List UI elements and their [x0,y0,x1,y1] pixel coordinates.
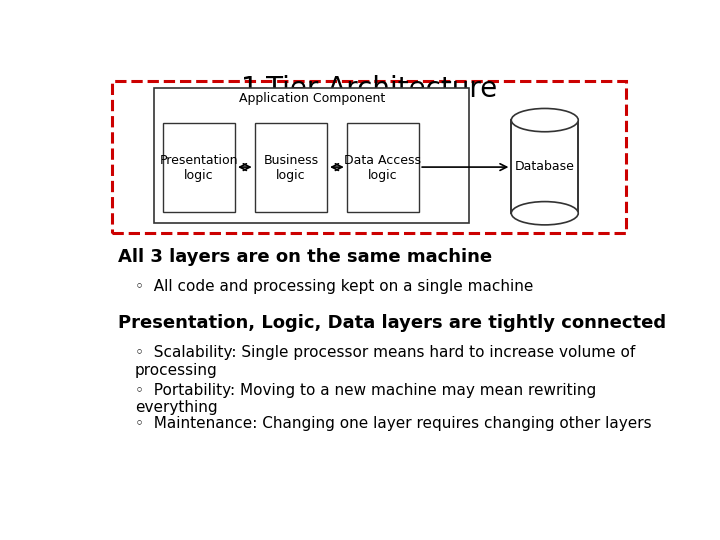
FancyBboxPatch shape [255,123,327,212]
Bar [511,120,578,213]
Text: Application Component: Application Component [238,92,385,105]
Text: Data Access
logic: Data Access logic [344,154,421,182]
Text: Presentation, Logic, Data layers are tightly connected: Presentation, Logic, Data layers are tig… [118,314,666,332]
Text: Business
logic: Business logic [264,154,318,182]
Text: ◦  All code and processing kept on a single machine: ◦ All code and processing kept on a sing… [135,279,533,294]
Text: ◦  Maintenance: Changing one layer requires changing other layers: ◦ Maintenance: Changing one layer requir… [135,416,652,431]
Text: ◦  Portability: Moving to a new machine may mean rewriting
everything: ◦ Portability: Moving to a new machine m… [135,383,596,415]
Ellipse shape [511,201,578,225]
Text: 1-Tier Architecture: 1-Tier Architecture [241,75,497,103]
Text: Presentation
logic: Presentation logic [160,154,238,182]
FancyBboxPatch shape [154,87,469,223]
FancyBboxPatch shape [347,123,419,212]
Ellipse shape [511,109,578,132]
Text: All 3 layers are on the same machine: All 3 layers are on the same machine [118,248,492,266]
FancyBboxPatch shape [163,123,235,212]
Text: ◦  Scalability: Single processor means hard to increase volume of
processing: ◦ Scalability: Single processor means ha… [135,346,635,378]
Text: Database: Database [515,160,575,173]
